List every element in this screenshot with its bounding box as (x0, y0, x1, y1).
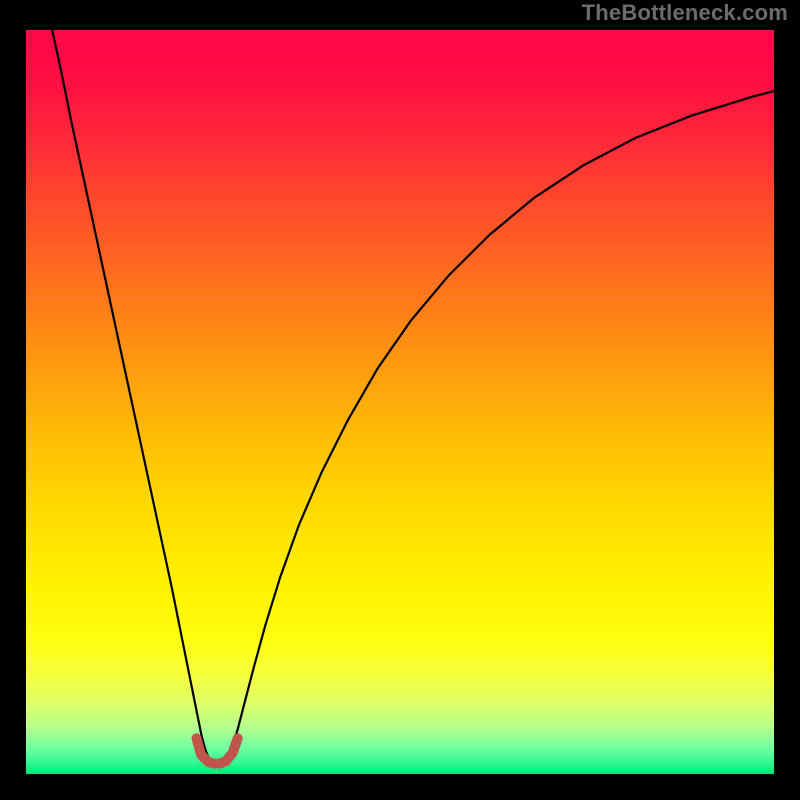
chart-frame (0, 0, 800, 800)
chart-container: TheBottleneck.com (0, 0, 800, 800)
watermark-text: TheBottleneck.com (582, 0, 788, 26)
plot-background (26, 30, 774, 774)
chart-svg (0, 0, 800, 800)
